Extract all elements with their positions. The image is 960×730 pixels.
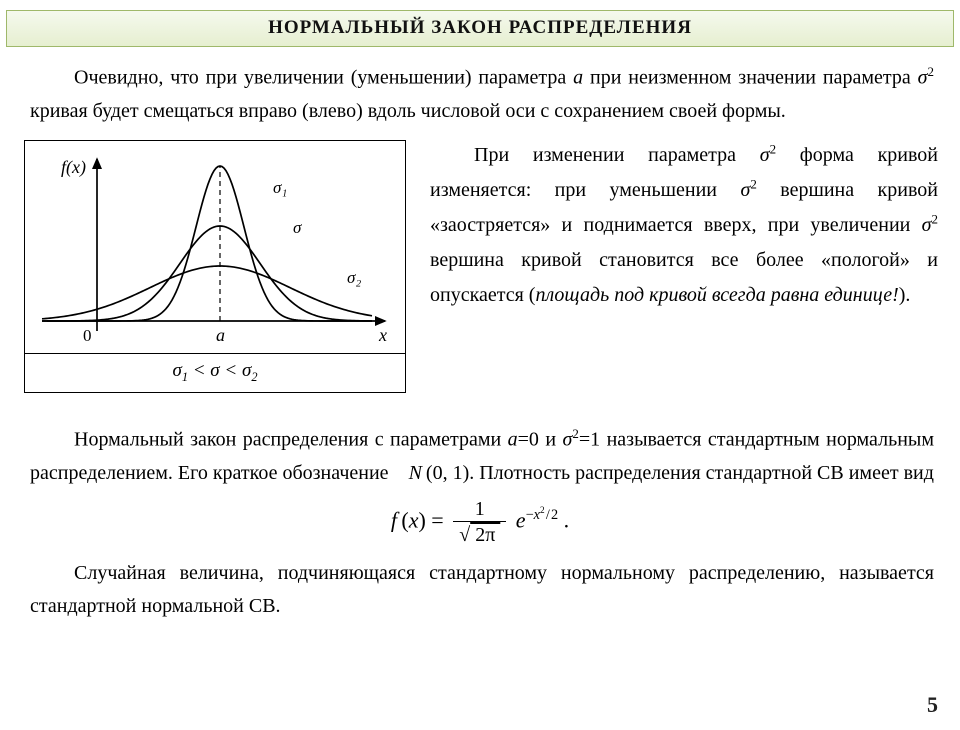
svg-text:σ₂: σ₂: [347, 268, 361, 287]
page-number: 5: [927, 692, 938, 718]
page-title: НОРМАЛЬНЫЙ ЗАКОН РАСПРЕДЕЛЕНИЯ: [6, 10, 954, 47]
paragraph-1: Очевидно, что при увеличении (уменьшении…: [30, 61, 934, 128]
svg-text:f(x): f(x): [61, 157, 86, 178]
svg-text:0: 0: [83, 326, 92, 345]
svg-text:x: x: [378, 325, 387, 345]
figure-caption: σ1 < σ < σ2: [25, 353, 405, 393]
paragraph-2: Нормальный закон распределения с парамет…: [30, 423, 934, 490]
svg-text:a: a: [216, 325, 225, 345]
density-formula: f (x) = 1 √ 2π e−x2 / 2 .: [0, 498, 960, 547]
normal-curves-figure: σ₁ σ σ₂ f(x) 0 a x: [25, 141, 405, 353]
slide-page: НОРМАЛЬНЫЙ ЗАКОН РАСПРЕДЕЛЕНИЯ Очевидно,…: [0, 10, 960, 730]
svg-text:σ₁: σ₁: [273, 178, 287, 197]
figure-container: σ₁ σ σ₂ f(x) 0 a x σ1 < σ < σ2: [24, 140, 406, 394]
paragraph-3: Случайная величина, подчиняющаяся станда…: [30, 557, 934, 623]
svg-text:σ: σ: [293, 218, 302, 237]
figure-and-text: σ₁σσ₂f(x)0ax σ1 < σ < σ2 При изменении п…: [24, 138, 938, 400]
